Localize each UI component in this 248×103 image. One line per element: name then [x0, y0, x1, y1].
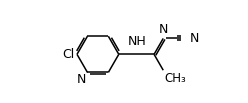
Text: CH₃: CH₃ [164, 72, 186, 85]
Text: Cl: Cl [63, 48, 75, 61]
Text: N: N [77, 73, 86, 86]
Text: N: N [158, 23, 168, 36]
Text: NH: NH [128, 35, 147, 48]
Text: N: N [190, 32, 199, 45]
